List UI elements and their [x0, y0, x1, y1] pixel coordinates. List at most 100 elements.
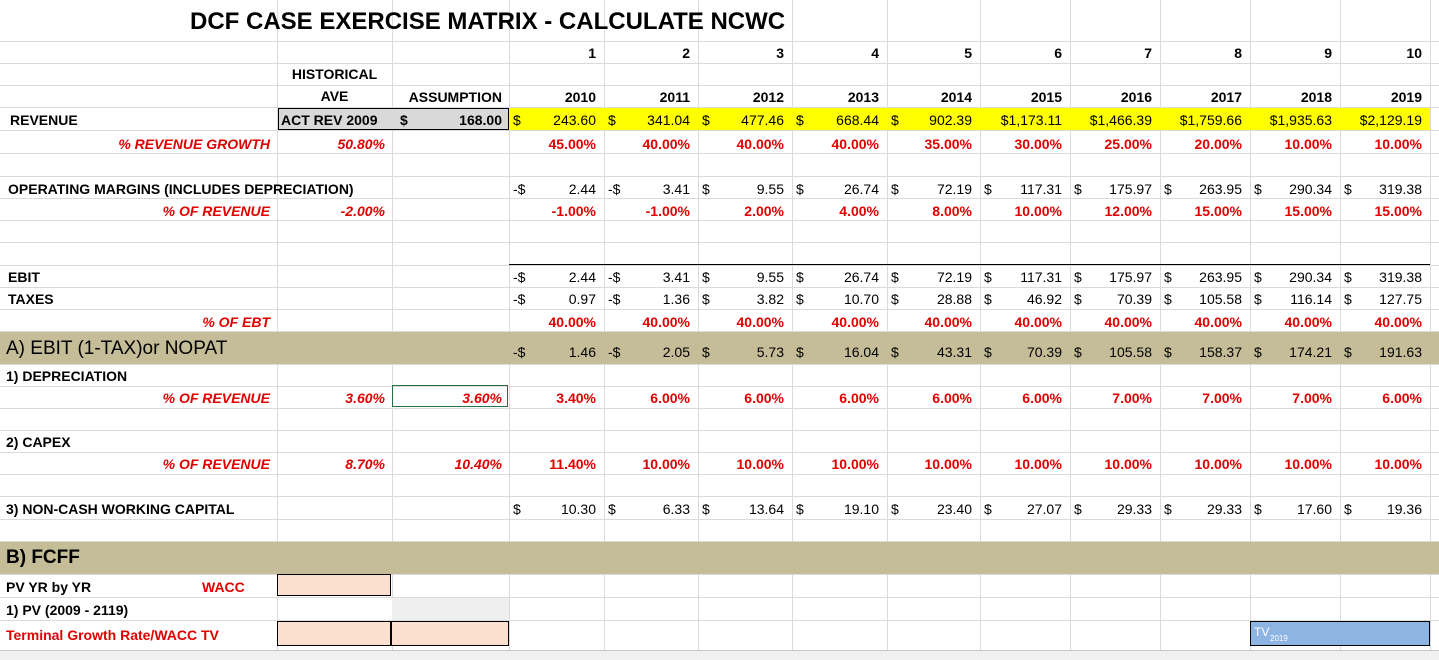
revenue-value[interactable]: $1,173.11 — [1000, 112, 1062, 128]
wacc-input[interactable] — [277, 574, 391, 596]
margin-pct-value[interactable]: 8.00% — [932, 203, 972, 219]
period-number[interactable]: 3 — [776, 45, 784, 61]
operating-margin-value[interactable]: 2.44 — [568, 181, 596, 197]
ncwc-value[interactable]: 29.33 — [1206, 501, 1242, 517]
ebit-value[interactable]: 175.97 — [1109, 269, 1152, 285]
depreciation-pct-value[interactable]: 6.00% — [932, 390, 972, 406]
revenue-value[interactable]: $2,129.19 — [1359, 112, 1422, 128]
year-header[interactable]: 2018 — [1300, 89, 1332, 105]
revenue-value[interactable]: 477.46 — [741, 112, 784, 128]
revenue-value[interactable]: 243.60 — [553, 112, 596, 128]
capex-pct-value[interactable]: 10.00% — [1104, 456, 1152, 472]
ebit-value[interactable]: 9.55 — [756, 269, 784, 285]
margin-pct-value[interactable]: 12.00% — [1104, 203, 1152, 219]
year-header[interactable]: 2012 — [752, 89, 784, 105]
ebit-value[interactable]: 2.44 — [568, 269, 596, 285]
operating-margin-value[interactable]: 290.34 — [1289, 181, 1332, 197]
period-number[interactable]: 2 — [682, 45, 690, 61]
capex-pct-value[interactable]: 10.00% — [924, 456, 972, 472]
depreciation-pct-value[interactable]: 6.00% — [744, 390, 784, 406]
revenue-value[interactable]: $1,935.63 — [1269, 112, 1332, 128]
ebit-value[interactable]: 319.38 — [1379, 269, 1422, 285]
margin-pct-value[interactable]: 4.00% — [839, 203, 879, 219]
depreciation-pct-value[interactable]: 7.00% — [1292, 390, 1332, 406]
capex-pct-value[interactable]: 10.00% — [831, 456, 879, 472]
period-number[interactable]: 1 — [588, 45, 596, 61]
nopat-value[interactable]: 2.05 — [662, 344, 690, 360]
ebit-value[interactable]: 117.31 — [1020, 269, 1062, 285]
act-rev-value[interactable]: 168.00 — [459, 112, 502, 128]
taxes-value[interactable]: 46.92 — [1026, 291, 1062, 307]
period-number[interactable]: 6 — [1054, 45, 1062, 61]
depreciation-pct-value[interactable]: 6.00% — [650, 390, 690, 406]
capex-pct-value[interactable]: 10.00% — [1194, 456, 1242, 472]
nopat-value[interactable]: 191.63 — [1379, 344, 1422, 360]
year-header[interactable]: 2017 — [1210, 89, 1242, 105]
tax-pct-value[interactable]: 40.00% — [1194, 314, 1242, 330]
operating-margin-value[interactable]: 175.97 — [1109, 181, 1152, 197]
depreciation-pct-value[interactable]: 6.00% — [1022, 390, 1062, 406]
tax-pct-value[interactable]: 40.00% — [831, 314, 879, 330]
period-number[interactable]: 5 — [964, 45, 972, 61]
capex-pct-value[interactable]: 10.00% — [1014, 456, 1062, 472]
margin-pct-value[interactable]: -1.00% — [551, 203, 596, 219]
taxes-value[interactable]: 1.36 — [662, 291, 690, 307]
terminal-growth-input[interactable] — [277, 621, 391, 646]
ncwc-value[interactable]: 29.33 — [1116, 501, 1152, 517]
taxes-value[interactable]: 0.97 — [568, 291, 596, 307]
capex-pct-value[interactable]: 11.40% — [549, 456, 596, 472]
capex-pct-value[interactable]: 10.00% — [642, 456, 690, 472]
taxes-value[interactable]: 116.14 — [1290, 291, 1332, 307]
period-number[interactable]: 10 — [1406, 45, 1422, 61]
taxes-value[interactable]: 28.88 — [936, 291, 972, 307]
operating-margin-value[interactable]: 263.95 — [1199, 181, 1242, 197]
depreciation-pct-value[interactable]: 6.00% — [839, 390, 879, 406]
operating-margin-value[interactable]: 26.74 — [843, 181, 879, 197]
operating-margin-value[interactable]: 117.31 — [1020, 181, 1062, 197]
revenue-growth-value[interactable]: 25.00% — [1104, 136, 1152, 152]
year-header[interactable]: 2015 — [1030, 89, 1062, 105]
revenue-growth-value[interactable]: 40.00% — [642, 136, 690, 152]
revenue-value[interactable]: 668.44 — [836, 112, 879, 128]
ebit-value[interactable]: 26.74 — [843, 269, 879, 285]
revenue-growth-value[interactable]: 10.00% — [1374, 136, 1422, 152]
margin-pct-value[interactable]: -1.00% — [645, 203, 690, 219]
revenue-growth-value[interactable]: 30.00% — [1014, 136, 1062, 152]
nopat-value[interactable]: 5.73 — [756, 344, 784, 360]
revenue-growth-value[interactable]: 45.00% — [548, 136, 596, 152]
nopat-value[interactable]: 16.04 — [843, 344, 879, 360]
taxes-value[interactable]: 70.39 — [1116, 291, 1152, 307]
revenue-growth-value[interactable]: 20.00% — [1194, 136, 1242, 152]
tax-pct-value[interactable]: 40.00% — [548, 314, 596, 330]
depreciation-pct-value[interactable]: 7.00% — [1202, 390, 1242, 406]
taxes-value[interactable]: 105.58 — [1199, 291, 1242, 307]
operating-margin-value[interactable]: 319.38 — [1379, 181, 1422, 197]
tax-pct-value[interactable]: 40.00% — [1284, 314, 1332, 330]
ncwc-value[interactable]: 19.10 — [843, 501, 879, 517]
year-header[interactable]: 2016 — [1120, 89, 1152, 105]
taxes-value[interactable]: 127.75 — [1379, 291, 1422, 307]
nopat-value[interactable]: 43.31 — [936, 344, 972, 360]
year-header[interactable]: 2013 — [847, 89, 879, 105]
period-number[interactable]: 8 — [1234, 45, 1242, 61]
selected-cell[interactable] — [392, 385, 508, 407]
ncwc-value[interactable]: 6.33 — [662, 501, 690, 517]
operating-margin-value[interactable]: 3.41 — [662, 181, 690, 197]
margin-pct-value[interactable]: 15.00% — [1284, 203, 1332, 219]
revenue-growth-value[interactable]: 40.00% — [831, 136, 879, 152]
ebit-value[interactable]: 3.41 — [662, 269, 690, 285]
revenue-value[interactable]: 902.39 — [929, 112, 972, 128]
depreciation-pct-value[interactable]: 3.40% — [556, 390, 596, 406]
year-header[interactable]: 2014 — [940, 89, 972, 105]
year-header[interactable]: 2010 — [564, 89, 596, 105]
period-number[interactable]: 9 — [1324, 45, 1332, 61]
year-header[interactable]: 2011 — [659, 89, 690, 105]
ncwc-value[interactable]: 23.40 — [936, 501, 972, 517]
operating-margin-value[interactable]: 72.19 — [936, 181, 972, 197]
revenue-value[interactable]: $1,466.39 — [1089, 112, 1152, 128]
capex-pct-value[interactable]: 10.00% — [1374, 456, 1422, 472]
tax-pct-value[interactable]: 40.00% — [1374, 314, 1422, 330]
capex-pct-value[interactable]: 10.00% — [1284, 456, 1332, 472]
ebit-value[interactable]: 72.19 — [936, 269, 972, 285]
tv-cell[interactable]: TV 2019 — [1250, 621, 1430, 646]
